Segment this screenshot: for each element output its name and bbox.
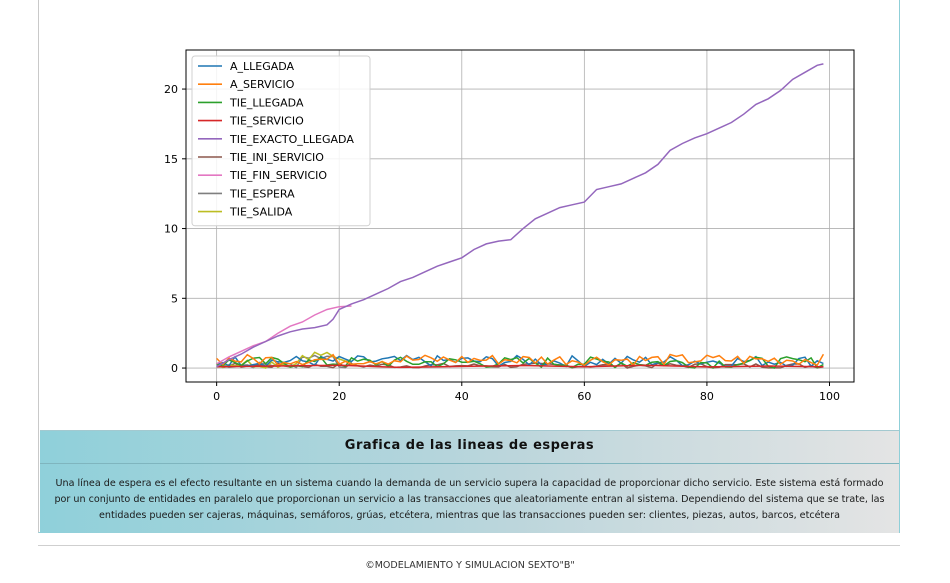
series-line-tie-servicio bbox=[216, 364, 824, 369]
y-tick-label: 5 bbox=[171, 292, 178, 305]
legend-label: TIE_EXACTO_LLEGADA bbox=[229, 133, 354, 146]
chart-container: 0 20 40 60 80 100 0 5 10 15 20 A_LLEGADA A_SERVICIO T… bbox=[139, 42, 864, 407]
series-line-tie-fin-servicio bbox=[216, 305, 352, 365]
plot-frame bbox=[185, 49, 855, 383]
series-line-a-servicio bbox=[216, 353, 825, 367]
legend-box bbox=[191, 55, 371, 227]
x-tick-label: 80 bbox=[700, 390, 714, 403]
x-tick-label: 60 bbox=[577, 390, 591, 403]
y-tick-label: 20 bbox=[164, 83, 178, 96]
y-tick-label: 10 bbox=[164, 223, 178, 236]
series-line-tie-exacto-llegada bbox=[216, 63, 824, 368]
legend-label: A_LLEGADA bbox=[230, 60, 295, 73]
legend-label: TIE_LLEGADA bbox=[229, 96, 304, 109]
content-frame: 0 20 40 60 80 100 0 5 10 15 20 A_LLEGADA A_SERVICIO T… bbox=[38, 0, 900, 533]
x-tick-label: 0 bbox=[213, 390, 220, 403]
card-title: Grafica de las lineas de esperas bbox=[40, 431, 899, 464]
card-description: Una línea de espera es el efecto resulta… bbox=[54, 478, 885, 521]
line-chart: 0 20 40 60 80 100 0 5 10 15 20 A_LLEGADA A_SERVICIO T… bbox=[164, 49, 855, 403]
x-tick-label: 20 bbox=[332, 390, 346, 403]
y-tick-label: 15 bbox=[164, 153, 178, 166]
x-tick-label: 40 bbox=[455, 390, 469, 403]
legend-label: TIE_SALIDA bbox=[229, 206, 293, 219]
legend-label: TIE_INI_SERVICIO bbox=[229, 151, 324, 164]
legend-label: TIE_FIN_SERVICIO bbox=[229, 169, 327, 182]
y-tick-label: 0 bbox=[171, 362, 178, 375]
legend-label: A_SERVICIO bbox=[230, 78, 295, 91]
legend-label: TIE_ESPERA bbox=[229, 187, 295, 200]
info-card: Grafica de las lineas de esperas Una lín… bbox=[40, 430, 899, 533]
x-tick-label: 100 bbox=[819, 390, 840, 403]
footer-text: ©MODELAMIENTO Y SIMULACION SEXTO"B" bbox=[365, 560, 575, 571]
footer-divider bbox=[38, 545, 900, 546]
legend-label: TIE_SERVICIO bbox=[229, 115, 304, 128]
